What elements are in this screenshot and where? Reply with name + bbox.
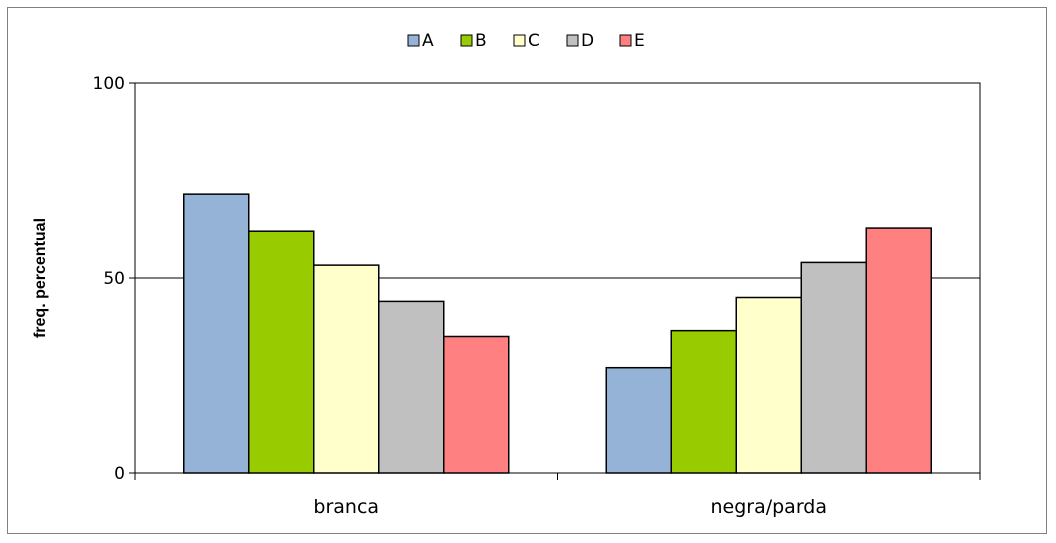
legend-swatch-D bbox=[566, 34, 579, 47]
bar-D-2 bbox=[800, 261, 867, 474]
legend-swatch-B bbox=[460, 34, 473, 47]
bar-B-2 bbox=[670, 329, 737, 474]
y-axis-label: freq. percentual bbox=[32, 218, 49, 338]
chart-frame: 0 50 100 branca negra/parda A B C D E freq. perc… bbox=[7, 7, 1047, 534]
legend-label-B: B bbox=[475, 31, 487, 51]
legend: A B C D E bbox=[407, 31, 645, 51]
bar-chart: 0 50 100 branca negra/parda A B C D E freq. perc… bbox=[32, 31, 981, 518]
axes: 0 50 100 branca negra/parda bbox=[93, 74, 981, 518]
legend-label-E: E bbox=[634, 31, 645, 51]
legend-swatch-A bbox=[407, 34, 420, 47]
y-tick-label: 50 bbox=[103, 269, 125, 289]
legend-label-C: C bbox=[528, 31, 540, 51]
x-category-label: negra/parda bbox=[710, 496, 827, 518]
x-category-label: branca bbox=[313, 496, 379, 518]
legend-swatch-E bbox=[619, 34, 632, 47]
bars bbox=[183, 193, 932, 474]
y-tick-label: 100 bbox=[93, 74, 125, 94]
bar-A-1 bbox=[183, 193, 250, 474]
y-tick-label: 0 bbox=[114, 464, 125, 484]
bar-A-2 bbox=[605, 366, 672, 474]
bar-C-1 bbox=[313, 264, 380, 474]
legend-label-A: A bbox=[422, 31, 434, 51]
bar-E-2 bbox=[865, 227, 932, 474]
legend-label-D: D bbox=[581, 31, 594, 51]
bar-D-1 bbox=[378, 300, 445, 474]
bar-C-2 bbox=[735, 296, 802, 474]
bar-B-1 bbox=[248, 230, 315, 474]
legend-swatch-C bbox=[513, 34, 526, 47]
bar-E-1 bbox=[443, 335, 510, 474]
